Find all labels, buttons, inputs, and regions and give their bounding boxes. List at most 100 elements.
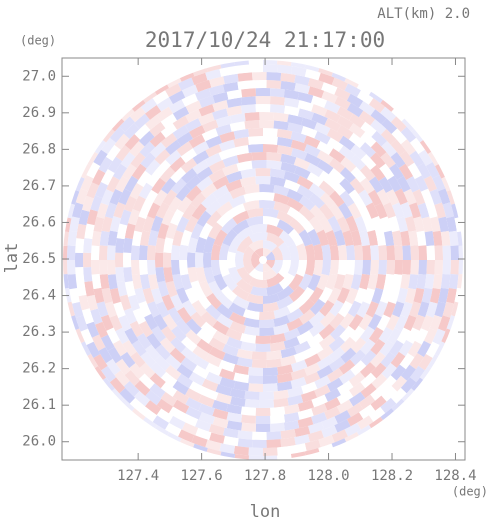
radar-cell — [326, 128, 344, 143]
radar-cell — [370, 385, 387, 401]
radar-cell — [96, 301, 109, 318]
radar-cell — [391, 128, 408, 145]
radar-cell — [152, 415, 169, 430]
radar-cell — [196, 328, 213, 344]
radar-cell — [76, 223, 87, 240]
radar-cell — [283, 336, 300, 350]
radar-cell — [350, 144, 367, 160]
radar-cell — [212, 408, 229, 420]
radar-cell — [379, 340, 395, 357]
radar-cell — [365, 301, 379, 318]
radar-cell — [233, 64, 249, 75]
radar-cell — [180, 273, 193, 291]
radar-cell — [378, 245, 387, 260]
radar-cell — [136, 333, 152, 350]
radar-cell — [416, 230, 427, 247]
radar-cell — [402, 245, 411, 260]
radar-cell — [412, 189, 426, 206]
radar-cell — [223, 435, 239, 447]
radar-cell — [145, 159, 161, 176]
radar-cell — [403, 314, 417, 332]
radar-cell — [448, 274, 459, 290]
radar-cell — [200, 182, 218, 199]
radar-cell — [283, 89, 300, 100]
radar-cell — [297, 91, 314, 104]
radar-cell — [63, 273, 69, 290]
radar-cell — [328, 356, 346, 372]
radar-cell — [304, 68, 321, 81]
radar-cell — [418, 149, 433, 166]
radar-cell — [306, 172, 324, 187]
radar-cell — [153, 189, 168, 207]
radar-cell — [226, 97, 243, 108]
radar-cell — [287, 386, 304, 398]
radar-cell — [248, 383, 263, 392]
radar-cell — [206, 292, 222, 310]
radar-cell — [155, 252, 164, 268]
radar-cell — [334, 87, 351, 101]
radar-cell — [205, 135, 223, 149]
radar-cell — [142, 287, 155, 304]
radar-cell — [207, 222, 223, 240]
radar-cell — [185, 329, 202, 346]
radar-cell — [287, 114, 304, 126]
radar-cell — [286, 317, 304, 332]
radar-cell — [265, 251, 275, 260]
radar-cell — [394, 315, 408, 332]
radar-cell — [280, 429, 296, 440]
radar-cell — [324, 397, 341, 411]
radar-cell — [399, 352, 415, 370]
radar-cell — [376, 188, 391, 206]
radar-cell — [311, 104, 328, 117]
radar-cell — [247, 144, 263, 153]
radar-cell — [208, 84, 225, 96]
radar-cell — [400, 364, 416, 381]
radar-cell — [294, 340, 311, 355]
radar-cell — [147, 202, 161, 219]
radar-cell — [175, 318, 192, 336]
radar-cell — [442, 301, 455, 318]
radar-cell — [254, 262, 263, 272]
radar-cell — [185, 174, 202, 191]
radar-cell — [98, 346, 113, 364]
radar-cell — [374, 202, 388, 220]
radar-cell — [84, 281, 95, 297]
radar-cell — [215, 384, 232, 397]
radar-cell — [144, 104, 162, 120]
radar-cell — [329, 190, 345, 208]
radar-cell — [390, 387, 407, 404]
radar-cell — [338, 369, 356, 385]
radar-cell — [131, 273, 143, 290]
radar-cell — [412, 314, 426, 331]
radar-cell — [113, 202, 126, 219]
radar-cell — [192, 364, 210, 379]
radar-cell — [321, 260, 332, 276]
radar-cell — [240, 414, 257, 424]
radar-cell — [138, 373, 155, 390]
radar-cell — [185, 100, 202, 114]
radar-cell — [259, 111, 275, 121]
radar-cell — [152, 90, 169, 105]
radar-cell — [273, 315, 290, 327]
radar-cell — [420, 188, 434, 205]
radar-cell — [278, 273, 295, 290]
radar-cell — [333, 229, 346, 247]
radar-cell — [306, 333, 324, 348]
radar-cell — [147, 260, 156, 276]
radar-cell — [380, 106, 397, 123]
radar-cell — [440, 230, 451, 247]
radar-cell — [429, 287, 441, 304]
radar-cell — [308, 86, 325, 99]
radar-cell — [328, 148, 346, 164]
radar-cell — [406, 176, 420, 193]
radar-cell — [450, 260, 459, 275]
radar-cell — [318, 334, 336, 350]
radar-cell — [153, 313, 168, 331]
radar-cell — [308, 182, 326, 199]
radar-cell — [396, 216, 409, 233]
radar-cell — [230, 113, 246, 124]
radar-cell — [160, 123, 178, 139]
radar-cell — [326, 137, 344, 152]
radar-cell — [336, 399, 354, 414]
x-tick-label: 128.0 — [307, 468, 349, 484]
